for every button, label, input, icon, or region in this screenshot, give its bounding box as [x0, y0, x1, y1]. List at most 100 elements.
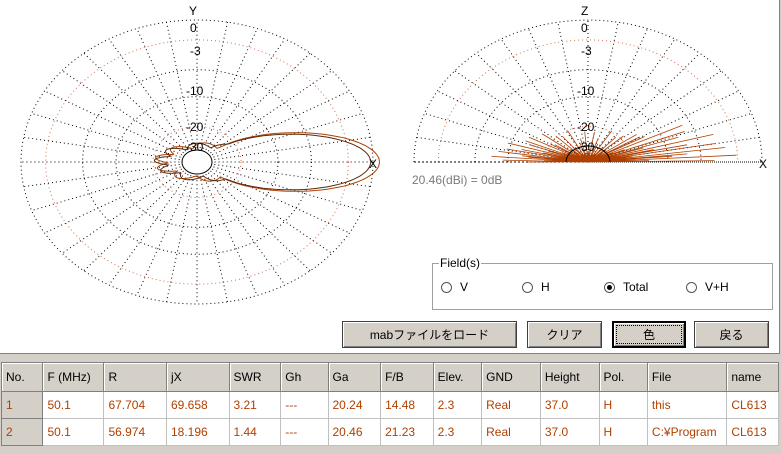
grid-spoke [205, 38, 286, 150]
grid-spoke [213, 112, 363, 158]
left-axis-y-label: Y [189, 4, 198, 18]
cell-gh: --- [280, 418, 329, 446]
pattern-trace-1 [155, 132, 380, 192]
column-header-fb[interactable]: F/B [380, 362, 434, 392]
clear-button[interactable]: クリア [527, 321, 602, 348]
cell-r: 67.704 [103, 391, 167, 419]
grid-ring [20, 19, 374, 305]
left-tick-minus10: -10 [186, 84, 204, 98]
pattern-plot-panel: Y X 0 -3 -10 -20 -30 Z X 0 -3 -10 -20 -3… [0, 0, 780, 354]
column-header-name[interactable]: name [726, 362, 779, 392]
column-header-file[interactable]: File [646, 362, 728, 392]
grid-spoke [108, 38, 189, 150]
radio-button-icon [441, 281, 452, 293]
column-header-r[interactable]: R [103, 362, 167, 392]
column-header-swr[interactable]: SWR [228, 362, 282, 392]
column-header-elev[interactable]: Elev. [432, 362, 483, 392]
grid-arc [437, 39, 739, 163]
grid-ring [45, 39, 349, 285]
table-row[interactable]: 1 50.1 67.704 69.658 3.21 --- 20.24 14.48 2.3 Rea… [0, 391, 779, 419]
cell-swr: 1.44 [228, 418, 282, 446]
field-option-label: V+H [705, 280, 729, 294]
cell-r: 56.974 [103, 418, 167, 446]
right-axis-x-label: X [759, 157, 768, 171]
field-option-label: V [460, 280, 469, 294]
grid-spoke [165, 175, 195, 302]
cell-elev: 2.3 [432, 418, 483, 446]
reference-gain-note: 20.46(dBi) = 0dB [412, 173, 503, 187]
radio-button-selected-icon [604, 281, 615, 293]
left-tick-minus20: -20 [186, 120, 204, 134]
cell-ga: 20.24 [327, 391, 382, 419]
column-header-no[interactable]: No. [0, 362, 44, 392]
cell-ga: 20.46 [327, 418, 382, 446]
radio-button-icon [686, 281, 697, 293]
center-ring [181, 149, 213, 175]
cell-jx: 69.658 [165, 391, 230, 419]
left-tick-minus3: -3 [190, 44, 201, 58]
grid-spoke [202, 175, 258, 296]
grid-spoke [202, 28, 258, 149]
cell-height: 37.0 [539, 391, 600, 419]
cell-fb: 21.23 [380, 418, 434, 446]
grid-arc [474, 69, 702, 163]
grid-spoke [83, 52, 187, 152]
cell-pol: H [598, 418, 648, 446]
field-radio-vh[interactable]: V+H [686, 280, 729, 294]
right-tick-minus20: -20 [577, 120, 595, 134]
cell-pol: H [598, 391, 648, 419]
grid-spoke [61, 170, 184, 254]
right-axis-z-label: Z [581, 4, 589, 18]
center-arc [565, 145, 611, 163]
column-header-gh[interactable]: Gh [280, 362, 329, 392]
column-header-pol[interactable]: Pol. [598, 362, 648, 392]
field-selection-group: Field(s) V H Total V+H [432, 256, 773, 310]
field-option-label: H [541, 280, 550, 294]
column-header-gnd[interactable]: GND [481, 362, 541, 392]
field-option-label: Total [623, 280, 649, 294]
cell-freq: 50.1 [42, 418, 105, 446]
grid-spoke [528, 28, 589, 163]
cell-fb: 14.48 [380, 391, 434, 419]
grid-spoke [31, 166, 181, 212]
left-tick-0: 0 [190, 21, 197, 35]
cell-name: CL613 [726, 418, 779, 446]
cell-freq: 50.1 [42, 391, 105, 419]
grid-spoke [210, 170, 333, 254]
table-body: 1 50.1 67.704 69.658 3.21 --- 20.24 14.48 2.3 Rea… [0, 391, 779, 446]
color-button[interactable]: 色 [612, 321, 686, 348]
grid-spoke [136, 175, 192, 296]
cell-gnd: Real [481, 391, 541, 419]
field-radio-v[interactable]: V [441, 280, 468, 294]
grid-spoke [136, 28, 192, 149]
grid-ring [115, 96, 279, 228]
grid-spoke [31, 112, 181, 158]
column-header-ga[interactable]: Ga [327, 362, 382, 392]
field-radio-h[interactable]: H [522, 280, 550, 294]
load-mab-file-button[interactable]: mabファイルをロード [342, 321, 517, 348]
cell-elev: 2.3 [432, 391, 483, 419]
right-tick-minus30: -30 [577, 140, 595, 154]
pattern-trace-2 [153, 133, 372, 191]
grid-spoke [454, 70, 589, 163]
table-row[interactable]: 2 50.1 56.974 18.196 1.44 --- 20.46 21.23 2.3 Rea… [0, 418, 779, 446]
column-header-jx[interactable]: jX [165, 362, 230, 392]
grid-spoke [108, 174, 189, 286]
column-header-freq[interactable]: F (MHz) [42, 362, 105, 392]
grid-spoke [83, 172, 187, 272]
cell-gnd: Real [481, 418, 541, 446]
left-axis-x-label: X [369, 157, 378, 171]
field-radio-total[interactable]: Total [604, 280, 648, 294]
grid-spoke [587, 38, 676, 163]
back-button[interactable]: 戻る [694, 321, 769, 348]
right-tick-minus3: -3 [581, 44, 592, 58]
grid-spoke [213, 166, 363, 212]
grid-arc [413, 19, 763, 163]
column-header-height[interactable]: Height [539, 362, 600, 392]
field-group-legend: Field(s) [439, 256, 482, 270]
right-tick-minus10: -10 [577, 84, 595, 98]
cell-swr: 3.21 [228, 391, 282, 419]
cell-no: 1 [0, 391, 44, 419]
grid-spoke [199, 22, 229, 149]
